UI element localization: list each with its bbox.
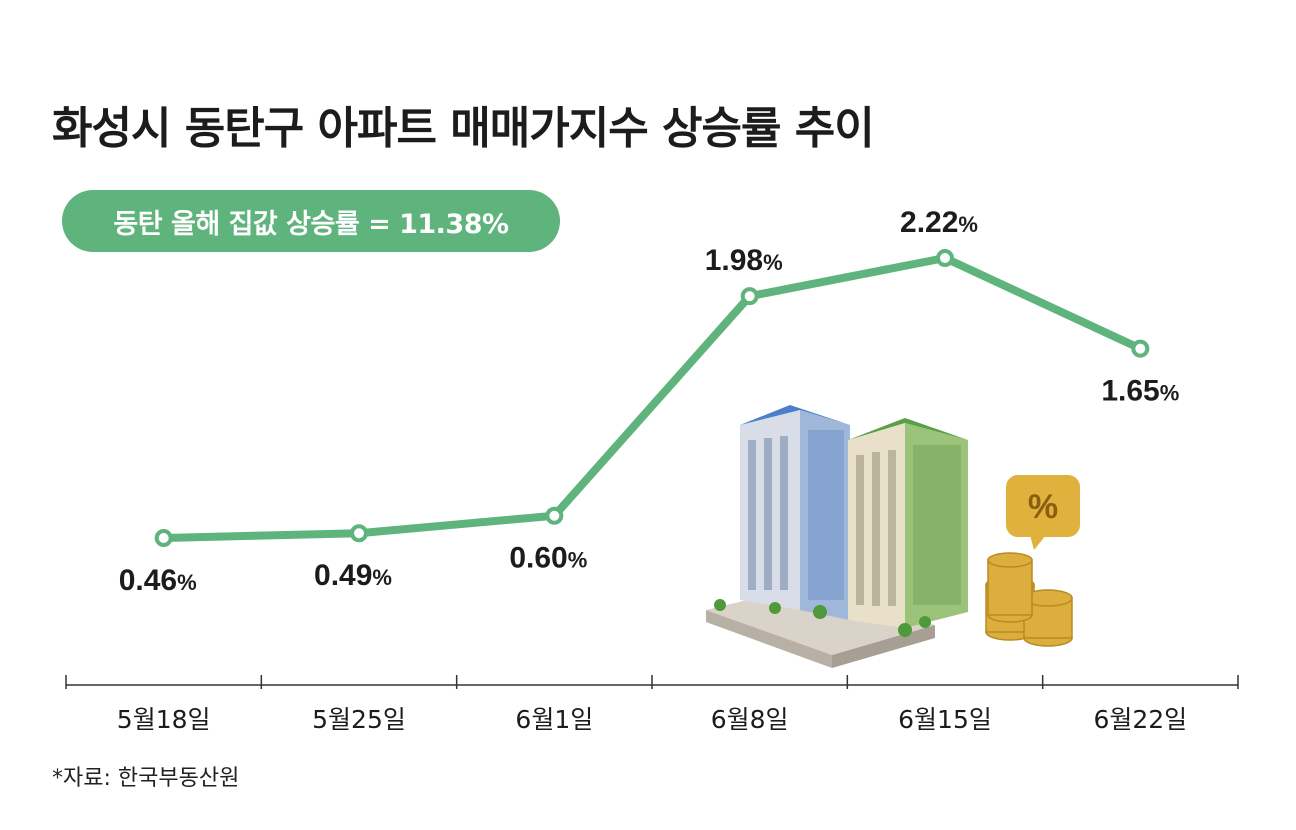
data-label: 2.22% — [900, 206, 978, 239]
data-point — [740, 287, 759, 306]
data-point — [545, 506, 564, 525]
x-tick-label: 6월1일 — [515, 705, 593, 734]
x-tick-label: 6월15일 — [898, 705, 992, 734]
x-tick-label: 5월18일 — [117, 705, 211, 734]
data-point — [154, 529, 173, 547]
chart-title: 화성시 동탄구 아파트 매매가지수 상승률 추이 — [52, 103, 875, 154]
data-point — [936, 249, 954, 267]
source-note: *자료: 한국부동산원 — [52, 766, 240, 791]
summary-badge: 동탄 올해 집값 상승률 = 11.38% — [62, 190, 560, 252]
x-tick-label: 6월22일 — [1093, 705, 1187, 734]
series-line — [159, 254, 1145, 542]
data-label: 0.49% — [314, 559, 392, 592]
data-label: 0.46% — [119, 564, 197, 597]
data-label: 1.65% — [1101, 375, 1179, 408]
x-tick-label: 6월8일 — [711, 705, 789, 734]
data-point — [350, 524, 368, 543]
apartment-illustration: % — [706, 405, 1080, 668]
x-tick-label: 5월25일 — [312, 705, 406, 734]
data-label: 1.98% — [705, 244, 783, 277]
data-label: 0.60% — [509, 542, 587, 575]
svg-text:%: % — [1028, 488, 1058, 526]
data-point — [1131, 339, 1150, 358]
